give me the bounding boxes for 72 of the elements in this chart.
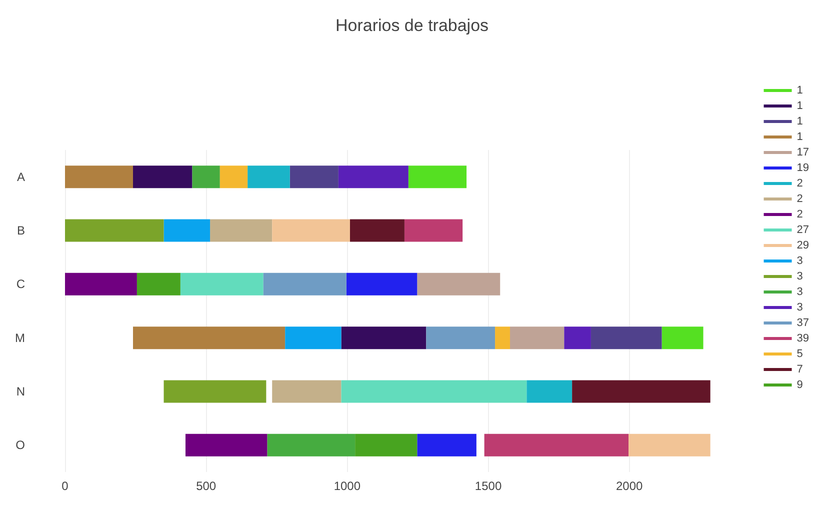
bar (220, 166, 248, 188)
bar (65, 166, 134, 188)
legend-label: 19 (796, 162, 810, 174)
bar (350, 219, 404, 242)
legend-label: 2 (796, 178, 803, 190)
bar (408, 166, 467, 188)
x-tick-label: 500 (196, 479, 216, 493)
bar (526, 380, 572, 403)
legend-label: 3 (796, 302, 803, 314)
bar (65, 219, 164, 242)
bar (404, 219, 463, 242)
bar (210, 219, 272, 242)
y-tick-label: A (16, 170, 25, 184)
legend-label: 1 (796, 116, 803, 128)
bar (662, 326, 704, 350)
bar (426, 326, 496, 350)
legend-label: 5 (796, 348, 803, 360)
bar (267, 434, 356, 456)
bar (495, 326, 510, 350)
bar (272, 219, 350, 242)
bar (341, 326, 426, 350)
legend-label: 1 (796, 131, 803, 143)
bar (133, 166, 192, 188)
bar (248, 166, 290, 188)
bar (185, 434, 268, 456)
bar (136, 272, 180, 296)
legend-label: 2 (796, 208, 803, 220)
bar (192, 166, 220, 188)
bar (263, 272, 346, 296)
x-tick-label: 2000 (616, 479, 644, 493)
x-tick-label: 0 (62, 479, 69, 493)
x-tick-label: 1000 (334, 479, 361, 493)
bar (164, 219, 210, 242)
chart-title: Horarios de trabajos (335, 16, 489, 35)
bar (341, 380, 527, 403)
legend-label: 7 (796, 364, 803, 376)
legend-label: 3 (796, 286, 803, 298)
legend-label: 1 (796, 84, 803, 96)
bar (65, 272, 137, 296)
legend-label: 3 (796, 255, 803, 267)
bar (510, 326, 564, 350)
legend-label: 2 (796, 193, 803, 205)
bar (355, 434, 418, 456)
bar (484, 434, 628, 456)
legend-label: 39 (796, 332, 810, 344)
y-tick-label: N (16, 384, 25, 398)
legend-label: 17 (796, 146, 810, 158)
x-tick-label: 1500 (474, 479, 502, 493)
legend-label: 27 (796, 224, 810, 236)
bar (572, 380, 710, 403)
y-tick-label: B (16, 224, 25, 238)
legend-label: 29 (796, 240, 810, 252)
bar (272, 380, 342, 403)
bar (417, 272, 500, 296)
y-tick-label: C (16, 277, 26, 292)
bar (180, 272, 264, 296)
bar (285, 326, 342, 350)
y-tick-label: O (16, 438, 25, 452)
bar (338, 166, 408, 188)
legend-label: 9 (796, 379, 803, 391)
legend-label: 3 (796, 270, 803, 282)
legend-label: 37 (796, 317, 810, 329)
bar (628, 434, 710, 456)
legend-label: 1 (796, 100, 803, 112)
bar (417, 434, 476, 456)
y-tick-label: M (15, 330, 25, 345)
bar (590, 326, 662, 350)
bar (133, 326, 286, 350)
bar (564, 326, 591, 350)
bar (164, 380, 266, 403)
bar (290, 166, 338, 188)
bar (346, 272, 418, 296)
